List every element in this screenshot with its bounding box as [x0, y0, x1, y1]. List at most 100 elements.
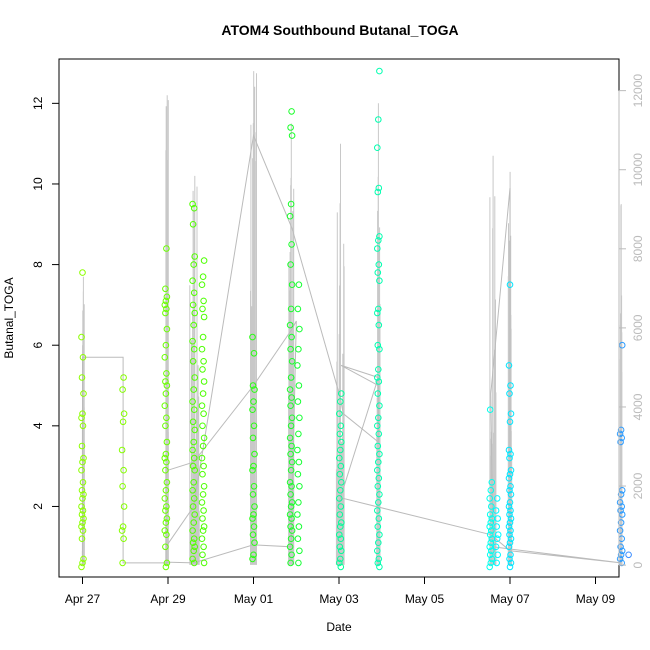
- data-point: [506, 470, 514, 478]
- data-point: [376, 402, 383, 410]
- data-point: [191, 543, 198, 551]
- data-point: [200, 410, 207, 418]
- data-point: [294, 446, 301, 454]
- data-point: [199, 422, 206, 430]
- data-point: [336, 454, 343, 462]
- data-point: [376, 345, 383, 353]
- data-point: [249, 434, 257, 442]
- data-point: [163, 559, 171, 567]
- data-point: [286, 511, 294, 518]
- data-point: [198, 402, 206, 410]
- data-point: [287, 124, 294, 131]
- data-point: [287, 559, 294, 567]
- data-point: [375, 414, 382, 422]
- data-point: [189, 301, 197, 309]
- y-tick-label: 8: [31, 261, 45, 268]
- data-point: [250, 462, 257, 470]
- data-point: [288, 132, 296, 139]
- data-point: [190, 519, 197, 526]
- data-point: [249, 491, 257, 498]
- data-point: [486, 511, 494, 518]
- data-point: [488, 555, 496, 563]
- data-point: [287, 535, 295, 543]
- data-point: [616, 555, 624, 563]
- data-point: [250, 551, 257, 559]
- data-point: [189, 337, 196, 345]
- data-point: [507, 410, 515, 418]
- data-point: [287, 523, 294, 530]
- data-point: [294, 535, 302, 543]
- data-point: [375, 430, 383, 438]
- data-point: [617, 543, 624, 551]
- data-point: [375, 116, 382, 123]
- data-point: [79, 269, 86, 276]
- data-point: [288, 515, 295, 522]
- data-point: [493, 523, 501, 530]
- data-point: [336, 543, 344, 551]
- data-point: [617, 438, 624, 446]
- data-point: [190, 559, 198, 567]
- data-point: [486, 551, 494, 559]
- data-point: [189, 462, 197, 470]
- data-point: [161, 495, 169, 502]
- chart-title: ATOM4 Southbound Butanal_TOGA: [221, 22, 458, 38]
- data-point: [190, 547, 197, 555]
- data-point: [375, 515, 383, 522]
- data-point: [374, 269, 382, 276]
- data-point: [200, 543, 207, 551]
- data-point: [506, 511, 513, 518]
- data-point: [80, 555, 87, 563]
- data-point: [163, 245, 170, 252]
- data-point: [338, 519, 345, 526]
- data-point: [287, 345, 294, 353]
- data-point: [163, 479, 171, 486]
- data-point: [375, 499, 382, 506]
- data-point: [616, 430, 624, 438]
- y-tick-label: 2: [31, 503, 45, 510]
- data-point: [376, 531, 383, 539]
- data-point: [189, 221, 197, 228]
- data-point: [337, 446, 344, 454]
- data-point: [374, 507, 381, 514]
- data-point: [493, 559, 501, 567]
- data-point: [163, 515, 171, 522]
- data-point: [78, 511, 86, 518]
- data-point: [375, 458, 382, 466]
- data-point: [79, 354, 87, 361]
- data-point: [251, 539, 258, 547]
- data-point: [189, 539, 197, 547]
- data-point: [374, 188, 382, 196]
- data-point: [295, 345, 302, 353]
- data-point: [191, 426, 198, 434]
- data-point: [79, 410, 86, 418]
- scatter-points: [78, 67, 632, 571]
- data-point: [505, 543, 513, 551]
- x-tick-label: Apr 27: [65, 592, 101, 606]
- data-point: [336, 531, 343, 539]
- data-point: [250, 511, 257, 518]
- data-point: [78, 414, 85, 422]
- data-point: [78, 563, 85, 571]
- data-point: [288, 108, 295, 115]
- data-point: [189, 446, 196, 454]
- data-point: [200, 297, 207, 305]
- data-point: [249, 406, 256, 414]
- y2-tick-label: 4000: [631, 393, 645, 420]
- data-point: [487, 487, 495, 494]
- data-point: [507, 527, 514, 534]
- data-point: [249, 555, 256, 563]
- data-point: [163, 382, 171, 389]
- data-point: [295, 458, 303, 466]
- data-point: [494, 551, 502, 559]
- data-point: [189, 200, 196, 208]
- data-point: [162, 487, 170, 494]
- data-point: [506, 454, 513, 462]
- data-point: [486, 406, 494, 414]
- data-point: [337, 555, 344, 563]
- data-point: [376, 450, 383, 458]
- data-point: [189, 555, 196, 563]
- data-point: [120, 466, 127, 474]
- data-point: [288, 281, 296, 289]
- data-point: [336, 430, 344, 438]
- data-point: [336, 511, 344, 518]
